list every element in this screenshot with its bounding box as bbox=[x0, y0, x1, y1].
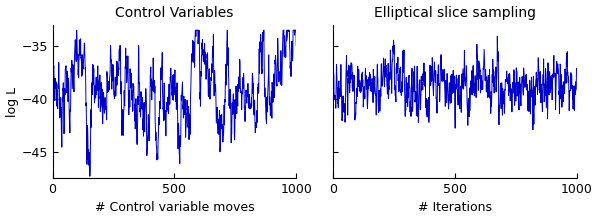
Y-axis label: log L: log L bbox=[5, 86, 19, 117]
Title: Elliptical slice sampling: Elliptical slice sampling bbox=[374, 6, 536, 20]
Title: Control Variables: Control Variables bbox=[115, 6, 234, 20]
X-axis label: # Iterations: # Iterations bbox=[417, 202, 492, 214]
X-axis label: # Control variable moves: # Control variable moves bbox=[94, 202, 254, 214]
